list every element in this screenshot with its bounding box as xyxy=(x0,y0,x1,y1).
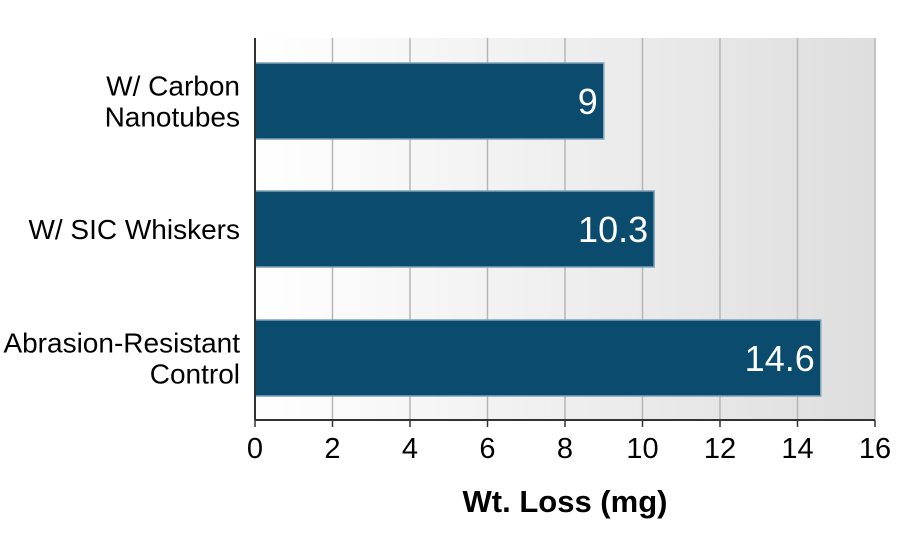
value-label-0: 9 xyxy=(578,81,598,122)
bar-1 xyxy=(254,190,655,268)
x-tick-label-1: 2 xyxy=(324,433,340,465)
value-label-2: 14.6 xyxy=(745,338,815,379)
category-label-2: Abrasion-Resistant Control xyxy=(3,328,240,390)
x-tick-label-7: 14 xyxy=(781,433,813,465)
category-label-line: Nanotubes xyxy=(105,102,240,133)
category-label-line: Abrasion-Resistant xyxy=(3,328,240,359)
x-tick-label-8: 16 xyxy=(859,433,891,465)
category-label-line: Control xyxy=(150,359,240,390)
x-tick-label-4: 8 xyxy=(557,433,573,465)
value-label-1: 10.3 xyxy=(578,209,648,250)
x-tick-label-3: 6 xyxy=(479,433,495,465)
x-tick-label-2: 4 xyxy=(402,433,418,465)
bars: 9 W/ Carbon Nanotubes 10.3 W/ SIC Whiskers 14… xyxy=(3,62,822,397)
x-axis-title: Wt. Loss (mg) xyxy=(463,484,668,519)
category-label-0: W/ Carbon Nanotubes xyxy=(105,71,240,133)
bar-0 xyxy=(254,62,605,140)
category-label-line: W/ Carbon xyxy=(106,71,240,102)
category-label-line: W/ SIC Whiskers xyxy=(28,214,240,245)
axes: 0 2 4 6 8 10 12 14 16 xyxy=(247,38,891,465)
x-tick-label-5: 10 xyxy=(626,433,658,465)
x-tick-label-6: 12 xyxy=(704,433,736,465)
bar-2 xyxy=(254,319,822,397)
category-label-1: W/ SIC Whiskers xyxy=(28,214,240,245)
x-tick-label-0: 0 xyxy=(247,433,263,465)
